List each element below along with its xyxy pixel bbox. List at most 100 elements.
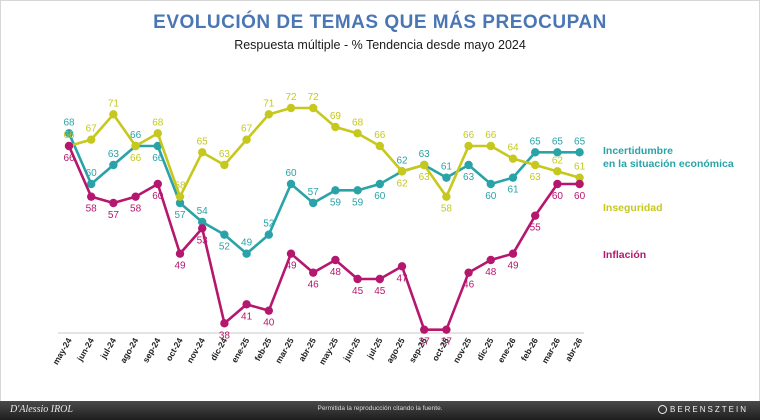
- x-tick-label: may-24: [50, 336, 73, 367]
- data-point: [286, 179, 296, 189]
- data-label: 60: [86, 168, 98, 179]
- data-label: 49: [241, 238, 253, 249]
- data-label: 58: [130, 204, 142, 215]
- data-label: 52: [219, 242, 231, 253]
- data-label: 48: [485, 267, 497, 278]
- data-label: 58: [86, 204, 98, 215]
- data-label: 57: [108, 210, 120, 221]
- data-point: [486, 255, 495, 265]
- data-point: [309, 268, 318, 277]
- data-label: 61: [507, 185, 519, 196]
- data-label: 72: [285, 92, 297, 103]
- data-label: 60: [574, 191, 586, 202]
- data-label: 54: [197, 206, 209, 217]
- data-label: 52: [263, 219, 275, 230]
- data-label: 48: [330, 267, 342, 278]
- x-tick-label: jun-24: [74, 336, 96, 364]
- series-line-0: [67, 132, 581, 255]
- data-point: [353, 186, 362, 195]
- data-point: [131, 141, 140, 151]
- data-label: 40: [263, 318, 275, 329]
- data-point: [575, 179, 584, 189]
- series-line-1: [67, 106, 581, 198]
- data-label: 66: [63, 153, 75, 164]
- legend-inflacion: Inflación: [603, 249, 646, 262]
- x-tick-label: ene-26: [496, 336, 518, 365]
- data-label: 68: [63, 117, 75, 128]
- data-point: [220, 319, 229, 328]
- data-label: 66: [374, 130, 386, 141]
- x-tick-label: abr-25: [297, 336, 319, 363]
- data-label: 53: [197, 235, 209, 246]
- data-point: [531, 148, 540, 157]
- data-label: 65: [574, 136, 586, 147]
- data-label: 64: [507, 143, 519, 154]
- data-point: [575, 148, 584, 157]
- data-point: [153, 141, 162, 151]
- data-label: 45: [352, 286, 364, 297]
- x-tick-label: ago-24: [118, 336, 140, 365]
- data-point: [442, 325, 451, 334]
- berensztein-mark-icon: [657, 405, 667, 414]
- legend-label-line: en la situación económica: [603, 158, 734, 170]
- data-label: 66: [485, 130, 497, 141]
- data-point: [64, 141, 74, 151]
- data-label: 65: [197, 136, 209, 147]
- x-tick-label: jul-24: [98, 336, 118, 361]
- data-label: 66: [152, 153, 164, 164]
- x-tick-label: ene-25: [229, 336, 251, 365]
- data-label: 61: [441, 162, 453, 173]
- data-label: 66: [130, 153, 142, 164]
- data-point: [131, 192, 140, 201]
- data-point: [486, 141, 495, 151]
- legend-label-line: Inflación: [603, 249, 647, 261]
- data-point: [309, 198, 318, 208]
- data-label: 65: [530, 136, 542, 147]
- data-label: 37: [441, 337, 453, 348]
- data-point: [175, 249, 185, 258]
- data-label: 63: [419, 149, 431, 160]
- legend-label-line: Inseguridad: [603, 202, 663, 214]
- data-label: 67: [86, 124, 98, 135]
- x-tick-label: feb-26: [519, 336, 540, 363]
- data-point: [464, 268, 473, 277]
- data-point: [553, 148, 562, 157]
- data-point: [264, 230, 273, 239]
- data-label: 65: [552, 136, 564, 147]
- data-label: 61: [574, 162, 586, 173]
- data-point: [198, 217, 207, 227]
- data-point: [220, 230, 229, 239]
- data-label: 63: [419, 172, 431, 183]
- data-label: 41: [241, 311, 253, 322]
- data-label: 66: [63, 130, 75, 141]
- data-point: [531, 211, 540, 220]
- x-tick-label: ago-25: [384, 336, 406, 365]
- data-label: 71: [263, 98, 275, 109]
- x-tick-label: dic-25: [475, 336, 496, 363]
- footer-note: Permitida la reproducción citando la fue…: [317, 405, 443, 412]
- x-tick-label: may-25: [317, 336, 340, 367]
- data-label: 66: [463, 130, 475, 141]
- data-point: [442, 192, 451, 201]
- data-label: 60: [374, 191, 386, 202]
- data-label: 60: [285, 168, 297, 179]
- data-point: [286, 103, 296, 113]
- data-label: 49: [285, 261, 297, 272]
- x-tick-label: sep-24: [140, 336, 162, 365]
- data-point: [464, 141, 473, 151]
- data-point: [553, 167, 562, 176]
- data-point: [397, 167, 407, 176]
- data-point: [375, 179, 384, 189]
- data-label: 49: [174, 261, 186, 272]
- chart-subtitle: Respuesta múltiple - % Tendencia desde m…: [234, 38, 526, 52]
- data-point: [153, 129, 162, 138]
- line-chart: 68 60 63 66 66 57 54 52 49 52 60 57 59 59 60 62 63 61 63 60…: [50, 92, 586, 367]
- data-label: 68: [152, 117, 164, 128]
- data-label: 59: [330, 197, 342, 208]
- data-label: 60: [552, 191, 564, 202]
- x-tick-label: oct-25: [430, 336, 451, 363]
- data-label: 58: [174, 181, 186, 192]
- data-point: [153, 179, 162, 189]
- data-label: 60: [152, 191, 164, 202]
- series-line-2: [67, 144, 581, 331]
